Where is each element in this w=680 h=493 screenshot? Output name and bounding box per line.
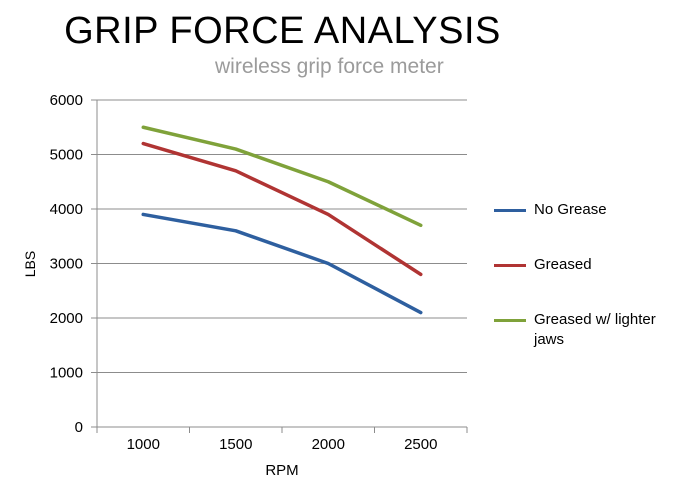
chart-title: GRIP FORCE ANALYSIS bbox=[64, 10, 501, 52]
legend-swatch bbox=[494, 209, 526, 212]
tick-labels: 0 1000 2000 3000 4000 5000 6000 1000 1500 2000 250… bbox=[50, 92, 438, 453]
y-tick-label: 6000 bbox=[50, 92, 83, 109]
legend-item: Greased bbox=[494, 255, 680, 275]
series-line-no-grease bbox=[141, 212, 423, 315]
legend-swatch bbox=[494, 264, 526, 267]
x-tick-label: 2500 bbox=[404, 436, 437, 453]
legend-label: Greased bbox=[534, 256, 592, 273]
y-tick-label: 0 bbox=[75, 419, 83, 436]
y-tick-label: 2000 bbox=[50, 310, 83, 327]
series-line-greased bbox=[141, 141, 423, 277]
series-line-greased-w-lighter-jaws bbox=[141, 125, 423, 228]
series-lines bbox=[141, 125, 423, 315]
x-axis-label: RPM bbox=[265, 462, 298, 479]
gridlines bbox=[97, 99, 467, 373]
x-tick-label: 2000 bbox=[312, 436, 345, 453]
legend-swatch bbox=[494, 319, 526, 322]
legend-label: Greased w/ lighter jaws bbox=[534, 311, 656, 348]
legend-item: No Grease bbox=[494, 200, 680, 220]
legend-label: No Grease bbox=[534, 201, 607, 218]
y-axis-label: LBS bbox=[22, 251, 38, 277]
y-tick-label: 4000 bbox=[50, 201, 83, 218]
x-tick-label: 1500 bbox=[219, 436, 252, 453]
y-tick-label: 1000 bbox=[50, 365, 83, 382]
x-tick-label: 1000 bbox=[127, 436, 160, 453]
legend-item: Greased w/ lighter jaws bbox=[494, 310, 680, 350]
y-tick-label: 3000 bbox=[50, 256, 83, 273]
y-tick-label: 5000 bbox=[50, 147, 83, 164]
axes bbox=[91, 99, 468, 433]
chart-subtitle: wireless grip force meter bbox=[215, 55, 444, 78]
